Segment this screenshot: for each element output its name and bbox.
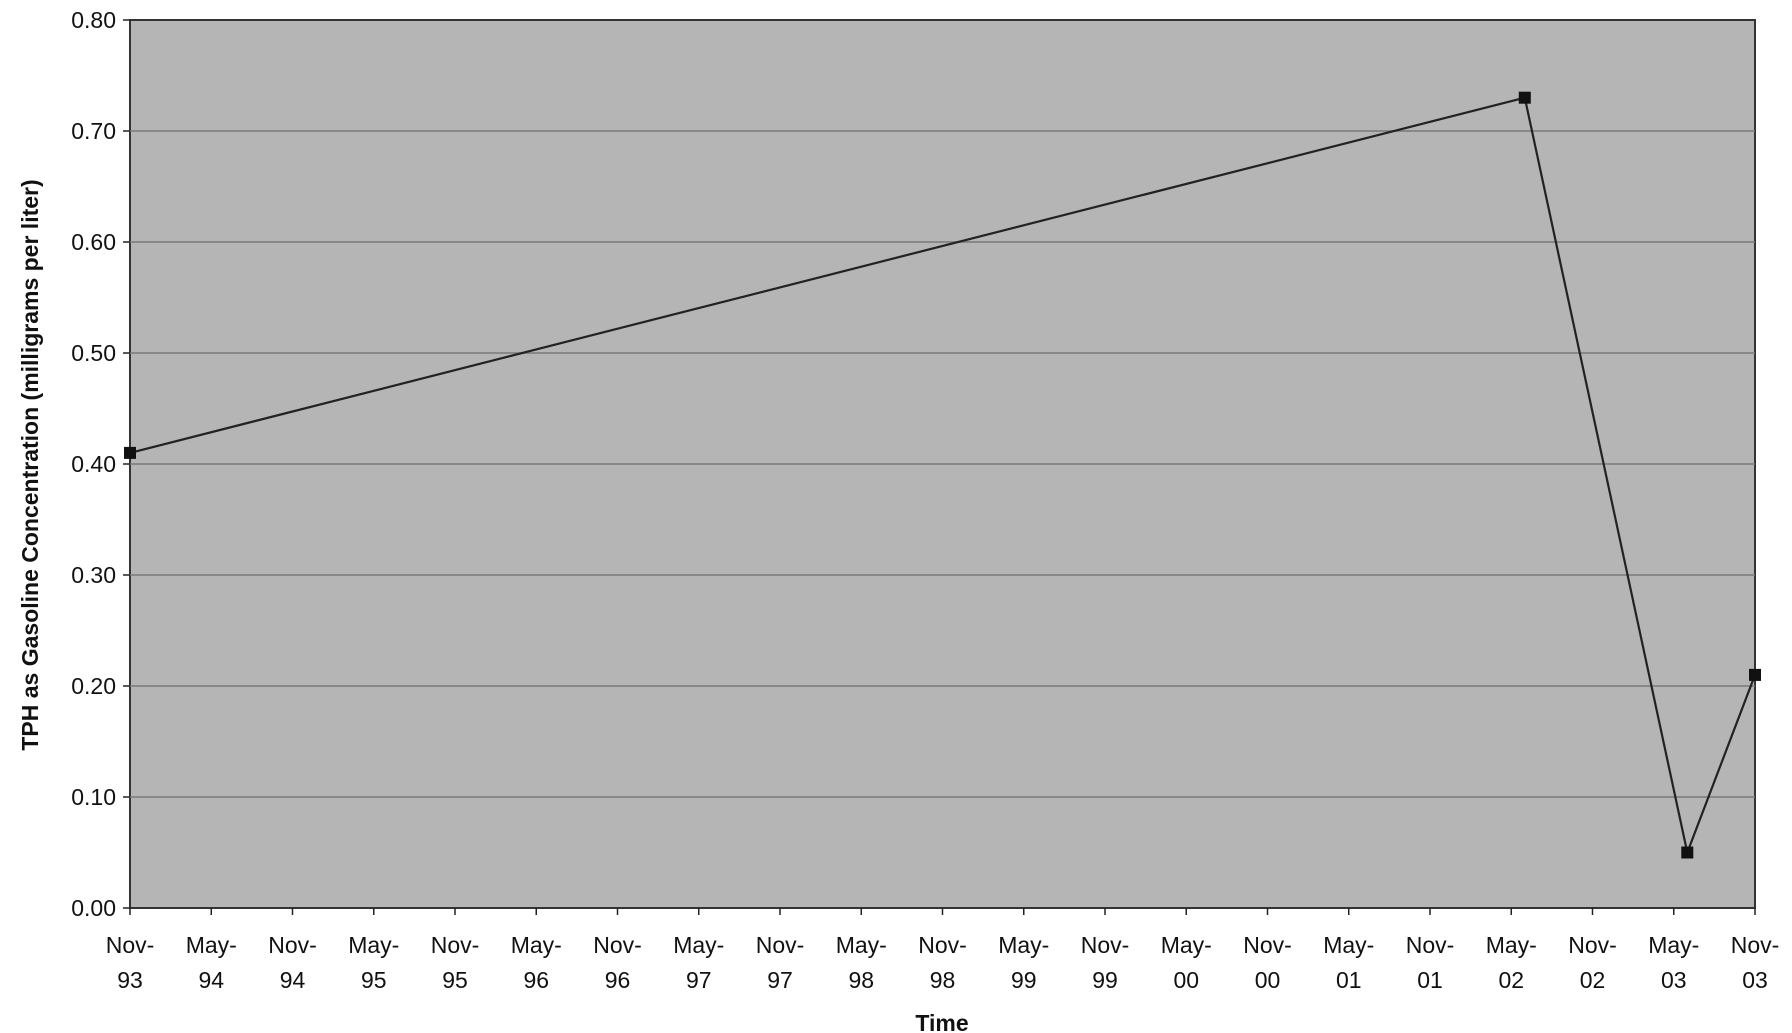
y-axis-title: TPH as Gasoline Concentration (milligram… (17, 179, 43, 750)
x-tick-label-month: Nov- (918, 932, 967, 958)
x-tick-label-month: May- (511, 932, 562, 958)
x-tick-label-year: 95 (361, 967, 387, 993)
x-tick-label-month: May- (1648, 932, 1699, 958)
x-tick-label-month: Nov- (1406, 932, 1455, 958)
x-tick-label-year: 96 (605, 967, 631, 993)
x-tick-label-year: 99 (1011, 967, 1037, 993)
x-axis-title: Time (915, 1010, 968, 1033)
x-tick-label-month: May- (1161, 932, 1212, 958)
y-tick-label: 0.10 (71, 784, 116, 810)
x-tick-label-year: 98 (930, 967, 956, 993)
y-tick-label: 0.60 (71, 229, 116, 255)
x-tick-label-month: Nov- (106, 932, 155, 958)
x-tick-label-year: 02 (1580, 967, 1606, 993)
x-tick-label-month: Nov- (756, 932, 805, 958)
y-tick-label: 0.00 (71, 895, 116, 921)
x-axis-ticks: Nov- 93 May- 94 Nov- 94 May- 95 Nov- 95 May- 96 Nov-… (106, 908, 1780, 993)
x-tick-label-year: 03 (1661, 967, 1687, 993)
x-tick-label-month: May- (836, 932, 887, 958)
x-tick-label-month: Nov- (431, 932, 480, 958)
x-tick-label-month: Nov- (268, 932, 317, 958)
x-tick-label-year: 00 (1173, 967, 1199, 993)
data-point-marker (1681, 846, 1694, 859)
y-tick-label: 0.70 (71, 118, 116, 144)
x-tick-label-month: May- (998, 932, 1049, 958)
x-tick-label-year: 01 (1336, 967, 1362, 993)
y-tick-label: 0.80 (71, 7, 116, 33)
data-point-marker (1749, 668, 1761, 681)
x-tick-label-month: Nov- (1081, 932, 1130, 958)
data-point-marker (124, 446, 136, 459)
x-tick-label-year: 97 (686, 967, 712, 993)
x-tick-label-year: 03 (1742, 967, 1768, 993)
grid-lines (130, 130, 1755, 798)
data-point-marker (1518, 91, 1531, 104)
x-tick-label-month: Nov- (1568, 932, 1617, 958)
x-tick-label-year: 95 (442, 967, 468, 993)
y-tick-label: 0.50 (71, 340, 116, 366)
x-tick-label-year: 93 (117, 967, 143, 993)
x-tick-label-month: May- (348, 932, 399, 958)
x-tick-label-month: May- (186, 932, 237, 958)
x-tick-label-year: 97 (767, 967, 793, 993)
x-tick-label-month: Nov- (593, 932, 642, 958)
x-tick-label-month: May- (1323, 932, 1374, 958)
y-tick-label: 0.40 (71, 451, 116, 477)
y-tick-label: 0.30 (71, 562, 116, 588)
x-tick-label-month: Nov- (1731, 932, 1780, 958)
x-tick-label-year: 01 (1417, 967, 1443, 993)
x-tick-label-month: Nov- (1243, 932, 1292, 958)
x-tick-label-year: 94 (198, 967, 224, 993)
x-tick-label-year: 94 (280, 967, 306, 993)
series-group (124, 91, 1761, 859)
x-tick-label-year: 96 (523, 967, 549, 993)
x-tick-label-year: 99 (1092, 967, 1118, 993)
x-tick-label-month: May- (1486, 932, 1537, 958)
x-tick-label-year: 98 (848, 967, 874, 993)
x-tick-label-year: 02 (1498, 967, 1524, 993)
y-tick-label: 0.20 (71, 673, 116, 699)
series-line (129, 96, 1757, 857)
x-tick-label-year: 00 (1255, 967, 1281, 993)
y-axis-ticks: 0.00 0.10 0.20 0.30 0.40 0.50 0.60 0.70 0.80 (71, 7, 130, 921)
x-tick-label-month: May- (673, 932, 724, 958)
